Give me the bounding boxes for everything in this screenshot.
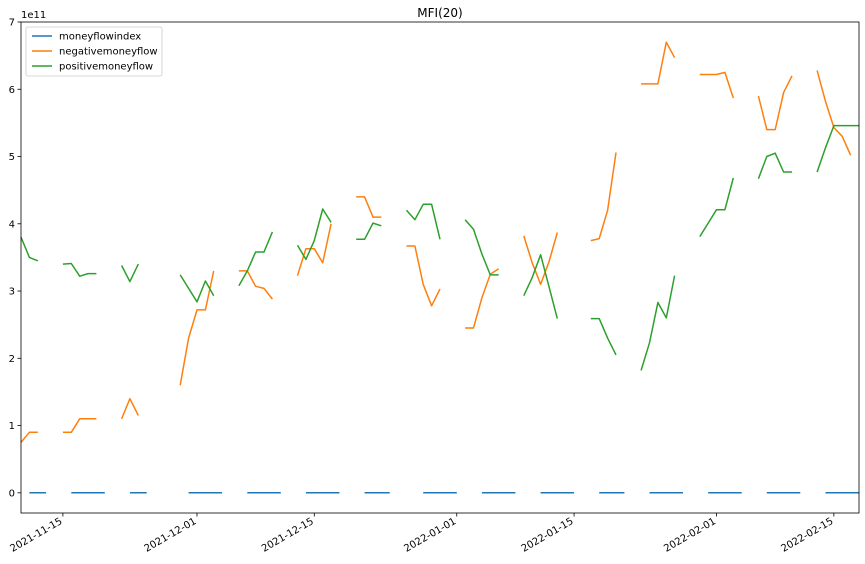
negativemoneyflow-line-segment bbox=[62, 418, 97, 434]
y-tick-label: 6 bbox=[9, 85, 15, 96]
positivemoneyflow-line-segment bbox=[356, 222, 382, 241]
negativemoneyflow-line-segment bbox=[356, 196, 382, 218]
positivemoneyflow-line-segment bbox=[757, 152, 792, 179]
negativemoneyflow-line-segment bbox=[699, 71, 735, 99]
x-tick-label: 2022-01-01 bbox=[402, 516, 458, 555]
positivemoneyflow-line-segment bbox=[62, 262, 97, 277]
positivemoneyflow-line-segment bbox=[699, 177, 735, 237]
negativemoneyflow-line-segment bbox=[590, 152, 617, 242]
positivemoneyflow-line-segment bbox=[640, 275, 676, 371]
x-tick-label: 2021-11-15 bbox=[9, 516, 65, 555]
y-axis: 0 1 2 3 4 5 6 7 bbox=[9, 18, 21, 499]
negativemoneyflow-line-segment bbox=[120, 397, 139, 420]
negativemoneyflow-line-segment bbox=[641, 41, 676, 85]
y-tick-label: 1 bbox=[9, 421, 15, 432]
x-axis: 2021-11-15 2021-12-01 2021-12-15 2022-01-01… bbox=[9, 513, 836, 555]
legend-label-negativemoneyflow: negativemoneyflow bbox=[59, 47, 158, 58]
positivemoneyflow-line-segment bbox=[816, 124, 859, 173]
y-tick-label: 4 bbox=[9, 219, 15, 230]
negativemoneyflow-line-segment bbox=[296, 223, 332, 276]
x-tick-label: 2022-01-15 bbox=[520, 516, 576, 555]
legend: moneyflowindex negativemoneyflow positivem… bbox=[25, 26, 163, 77]
plot-frame bbox=[20, 21, 860, 514]
x-tick-label: 2022-02-01 bbox=[662, 516, 718, 555]
y-tick-label: 5 bbox=[9, 152, 15, 163]
positivemoneyflow-line-segment bbox=[405, 203, 441, 240]
legend-label-positivemoneyflow: positivemoneyflow bbox=[59, 62, 153, 73]
series-layer bbox=[20, 41, 859, 494]
x-tick-label: 2021-12-15 bbox=[260, 516, 316, 555]
positivemoneyflow-line-segment bbox=[179, 274, 215, 303]
positivemoneyflow-line-segment bbox=[296, 208, 332, 261]
negativemoneyflow-line-segment bbox=[20, 431, 38, 443]
negativemoneyflow-line-segment bbox=[238, 270, 273, 300]
plot-area bbox=[20, 21, 860, 514]
series-positivemoneyflow bbox=[20, 124, 859, 371]
positivemoneyflow-line-segment bbox=[238, 231, 274, 287]
y-axis-exponent-label: 1e11 bbox=[21, 10, 46, 21]
positivemoneyflow-line-segment bbox=[590, 317, 617, 356]
positivemoneyflow-line-segment bbox=[120, 263, 139, 283]
legend-label-moneyflowindex: moneyflowindex bbox=[59, 32, 141, 43]
chart-title: MFI(20) bbox=[417, 6, 462, 20]
positivemoneyflow-line-segment bbox=[20, 236, 39, 262]
negativemoneyflow-line-segment bbox=[757, 75, 793, 131]
x-tick-label: 2022-02-15 bbox=[780, 516, 836, 555]
x-tick-label: 2021-12-01 bbox=[143, 516, 199, 555]
negativemoneyflow-line-segment bbox=[465, 268, 500, 329]
negativemoneyflow-line-segment bbox=[406, 245, 441, 307]
legend-box bbox=[25, 26, 163, 77]
y-tick-label: 2 bbox=[9, 354, 15, 365]
negativemoneyflow-line-segment bbox=[179, 270, 215, 386]
plot-background bbox=[21, 22, 859, 513]
y-tick-label: 0 bbox=[9, 488, 15, 499]
positivemoneyflow-line-segment bbox=[523, 253, 559, 319]
y-tick-label: 7 bbox=[9, 18, 15, 29]
negativemoneyflow-line-segment bbox=[523, 232, 559, 286]
y-tick-label: 3 bbox=[9, 287, 15, 298]
positivemoneyflow-line-segment bbox=[464, 219, 499, 276]
